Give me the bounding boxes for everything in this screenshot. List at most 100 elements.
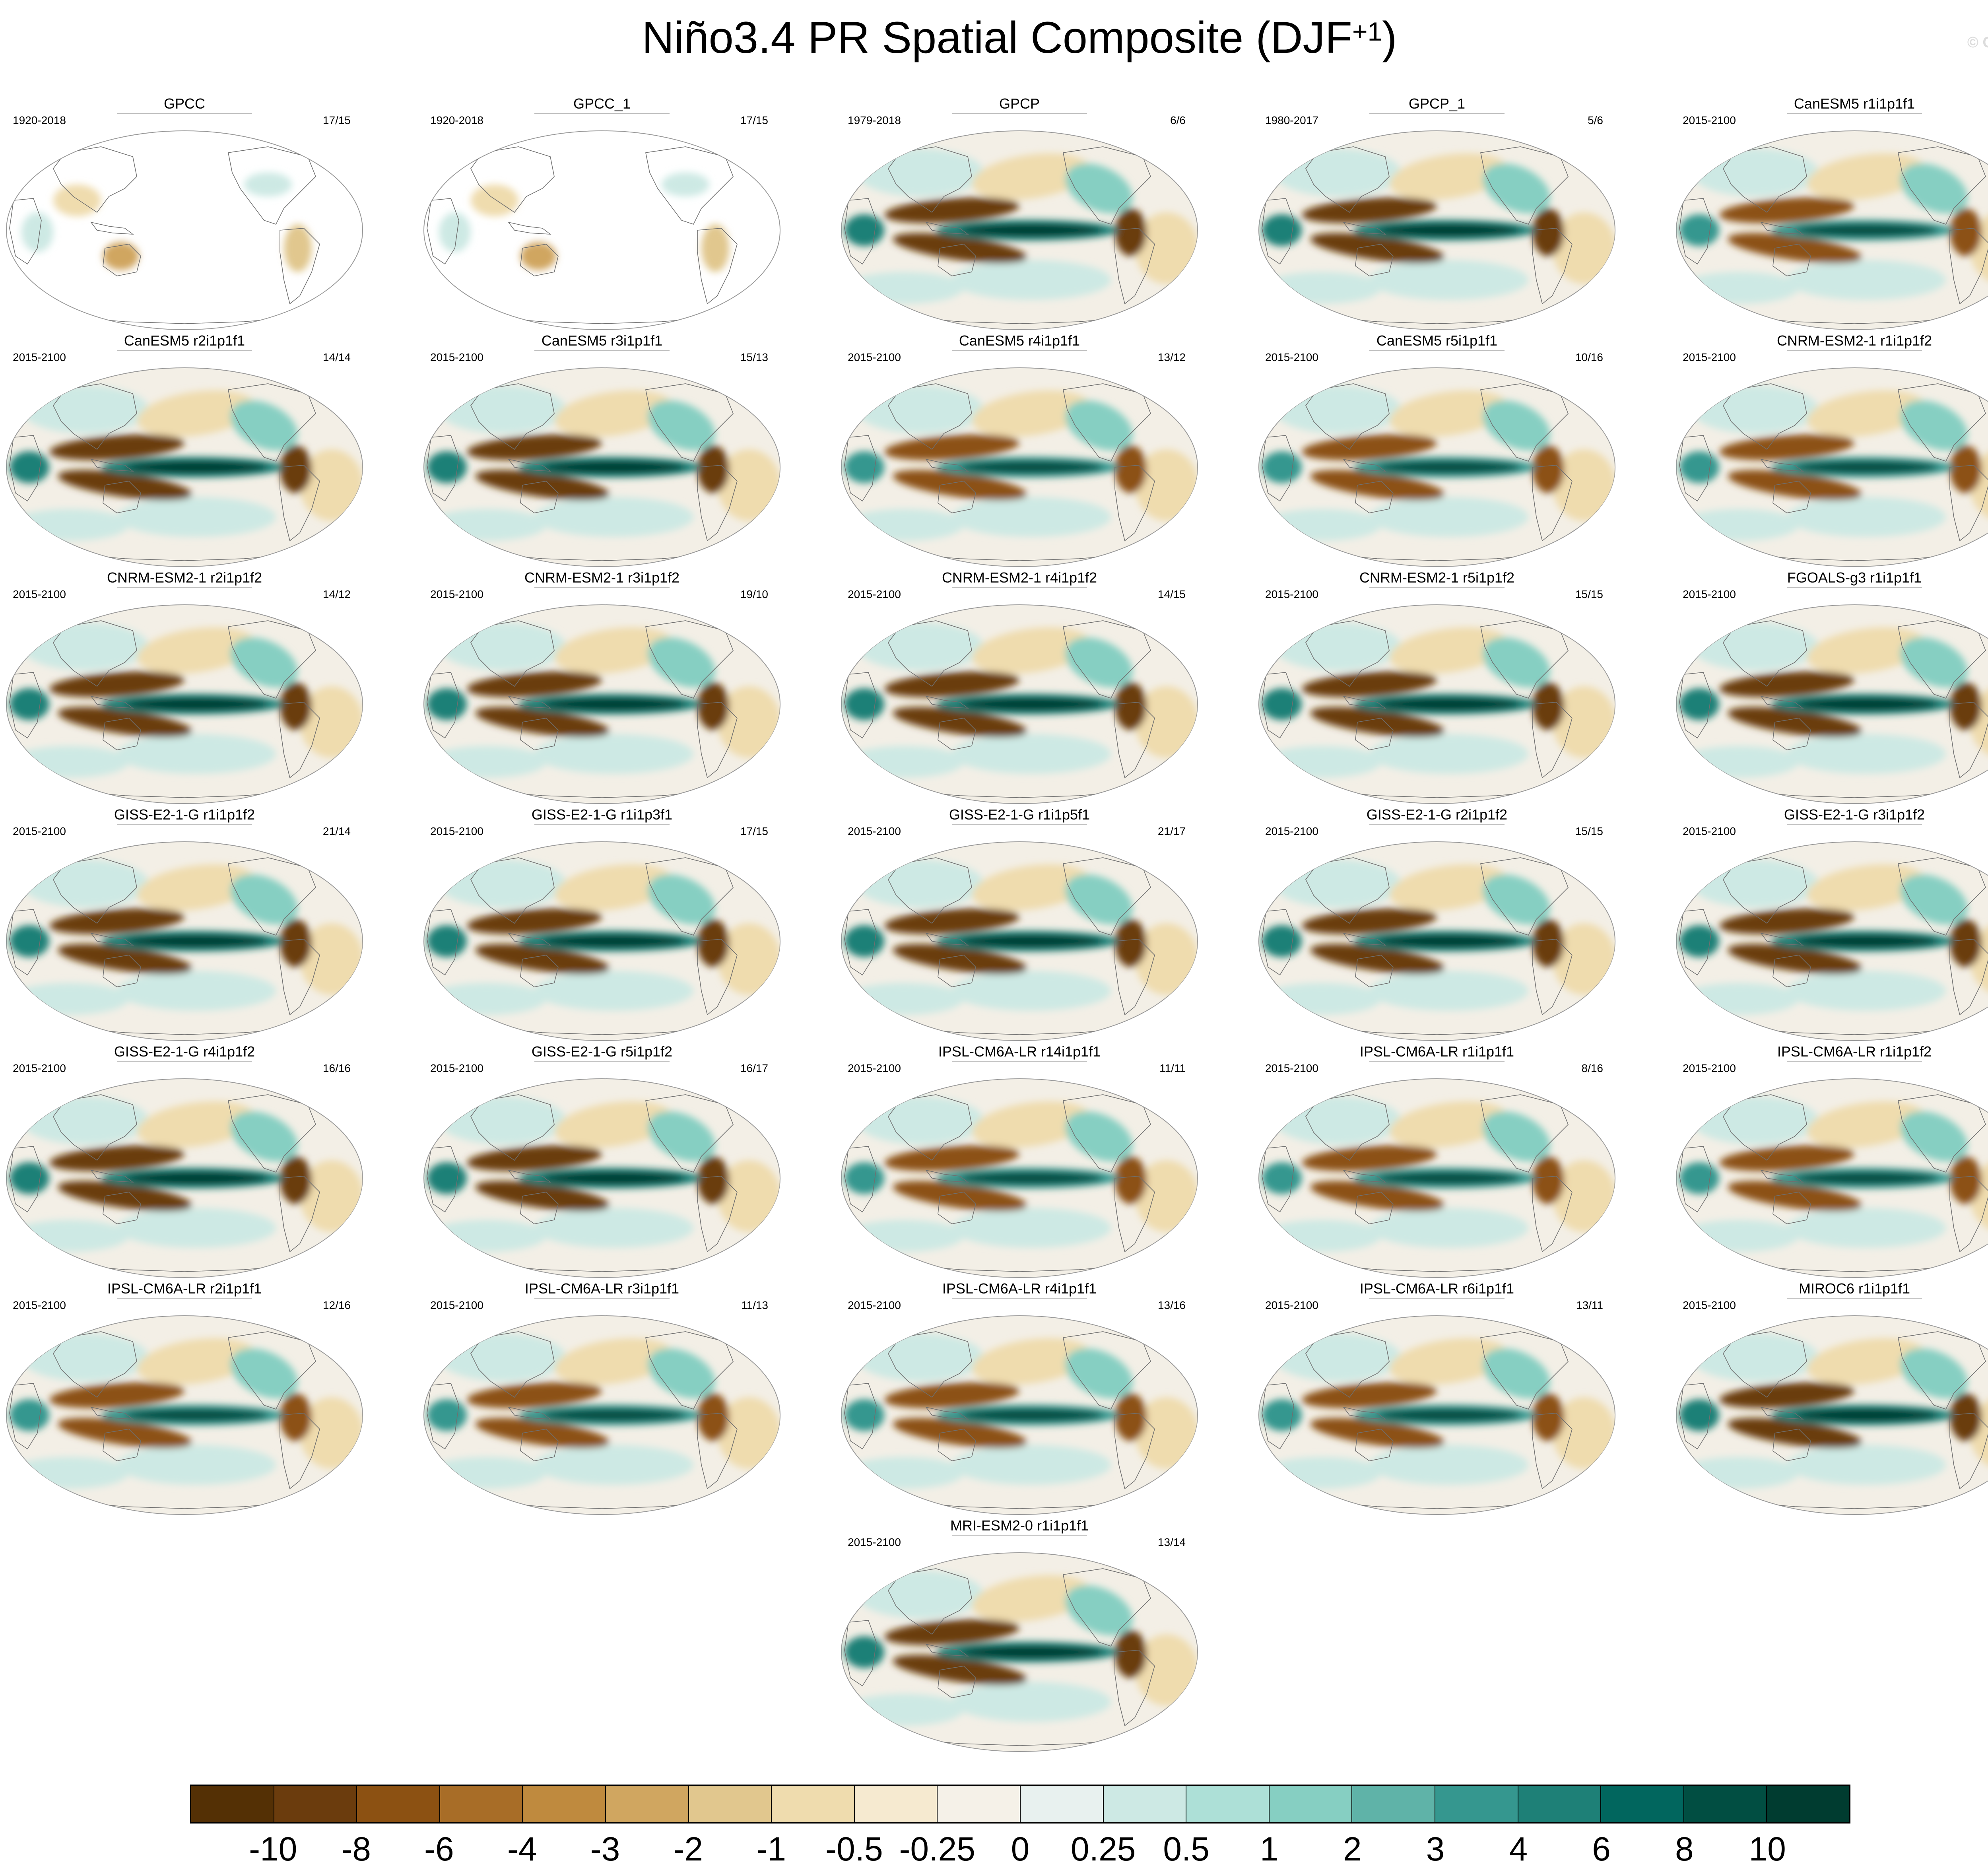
wet-tongue-core-anomaly	[960, 1409, 1103, 1422]
wet-indian-ocean-anomaly	[845, 1399, 884, 1431]
europe-coastline	[753, 157, 779, 184]
wet-tongue-core-anomaly	[1377, 1172, 1520, 1185]
colorbar-swatch	[1352, 1786, 1435, 1822]
precip-anomaly-map	[1258, 1314, 1616, 1517]
panel-title: CanESM5 r4i1p1f1	[841, 332, 1198, 349]
wet-southern-ocean-anomaly	[1679, 509, 1799, 541]
europe-coastline	[1171, 868, 1196, 895]
wet-indian-ocean-anomaly	[10, 1162, 49, 1194]
europe-coastline	[1171, 631, 1196, 658]
map-panel: GISS-E2-1-G r1i1p1f2 2015-2100 21/14	[6, 806, 363, 1045]
colorbar-tick-label: 6	[1592, 1829, 1611, 1869]
panel-title: GISS-E2-1-G r2i1p1f2	[1258, 806, 1616, 823]
dry-amazon-anomaly	[697, 1156, 729, 1204]
panel-years: 2015-2100	[848, 351, 901, 364]
drying-south-america-anomaly	[284, 224, 312, 272]
europe-coastline	[753, 394, 779, 421]
panel-title-underline	[952, 1061, 1087, 1062]
precip-anomaly-map	[1258, 840, 1616, 1043]
wet-indian-ocean-anomaly	[845, 1636, 884, 1668]
colorbar-swatch	[1186, 1786, 1270, 1822]
panel-title: GPCP	[841, 95, 1198, 112]
precip-anomaly-map	[841, 840, 1198, 1043]
wet-southern-ocean-anomaly	[845, 1694, 964, 1726]
panel-title-underline	[1369, 350, 1505, 351]
panel-title: GPCC	[6, 95, 363, 112]
panel-event-count: 14/14	[323, 351, 351, 364]
map-panel: FGOALS-g3 r1i1p1f12015-210010/9	[1675, 569, 1988, 808]
panel-title: IPSL-CM6A-LR r6i1p1f1	[1258, 1280, 1616, 1297]
wet-tongue-core-anomaly	[125, 935, 268, 948]
precip-anomaly-map	[6, 129, 363, 332]
wet-south-pacific-anomaly	[952, 1445, 1111, 1485]
wet-south-pacific-anomaly	[1787, 260, 1946, 300]
wet-tongue-core-anomaly	[1795, 698, 1938, 711]
precip-anomaly-map	[1675, 129, 1988, 332]
panel-title: GISS-E2-1-G r1i1p1f2	[6, 806, 363, 823]
wet-tongue-core-anomaly	[960, 1172, 1103, 1185]
panel-title-underline	[1787, 350, 1922, 351]
panel-years: 2015-2100	[1265, 1062, 1318, 1075]
dry-amazon-anomaly	[1532, 1156, 1564, 1204]
wet-southern-ocean-anomaly	[1262, 746, 1381, 778]
dry-amazon-anomaly	[280, 1393, 312, 1441]
wet-indian-ocean-anomaly	[1679, 451, 1719, 483]
wet-southern-ocean-anomaly	[845, 1220, 964, 1252]
colorbar-swatches	[190, 1785, 1850, 1824]
wet-south-pacific-anomaly	[534, 734, 693, 774]
panel-years: 2015-2100	[1265, 588, 1318, 601]
wet-indian-ocean-anomaly	[845, 688, 884, 720]
map-panel: CanESM5 r2i1p1f1 2015-2100 14/14	[6, 332, 363, 571]
colorbar-tick-label: 0	[1011, 1829, 1030, 1869]
wet-indian-ocean-anomaly	[10, 451, 49, 483]
dry-amazon-anomaly	[1950, 1393, 1982, 1441]
wet-indian-ocean-anomaly	[1262, 1162, 1302, 1194]
map-panel: GISS-E2-1-G r2i1p1f2 2015-2100 15/15	[1258, 806, 1616, 1045]
panel-title-underline	[117, 824, 252, 825]
map-panel: GISS-E2-1-G r1i1p3f1 2015-2100 17/15	[423, 806, 781, 1045]
wet-tongue-core-anomaly	[1377, 698, 1520, 711]
wet-indian-ocean-anomaly	[427, 1162, 467, 1194]
precip-anomaly-map	[1675, 603, 1988, 806]
dry-amazon-anomaly	[697, 682, 729, 730]
panel-event-count: 13/14	[1158, 1536, 1186, 1549]
panel-years: 2015-2100	[430, 1062, 483, 1075]
wet-south-pacific-anomaly	[534, 1445, 693, 1485]
precip-anomaly-map	[1258, 129, 1616, 332]
wet-indian-ocean-anomaly	[845, 214, 884, 246]
panel-years: 2015-2100	[1265, 1299, 1318, 1312]
europe-coastline	[753, 631, 779, 658]
wet-south-pacific-anomaly	[1369, 1208, 1528, 1248]
colorbar-tick-label: -3	[590, 1829, 620, 1869]
wet-south-pacific-anomaly	[117, 971, 276, 1011]
panel-event-count: 19/10	[740, 588, 768, 601]
wet-tongue-core-anomaly	[960, 1646, 1103, 1658]
panel-title-underline	[117, 1298, 252, 1299]
wet-south-pacific-anomaly	[534, 971, 693, 1011]
wet-tongue-core-anomaly	[1377, 461, 1520, 474]
panel-event-count: 14/12	[323, 588, 351, 601]
colorbar-tick-label: 0.5	[1163, 1829, 1209, 1869]
wet-tongue-core-anomaly	[1377, 1409, 1520, 1422]
wet-indian-ocean-anomaly	[427, 1399, 467, 1431]
panel-event-count: 13/16	[1158, 1299, 1186, 1312]
wet-tongue-core-anomaly	[542, 1172, 685, 1185]
precip-anomaly-map	[1675, 1314, 1988, 1517]
panel-event-count: 15/13	[740, 351, 768, 364]
map-panel: GISS-E2-1-G r4i1p1f2 2015-2100 16/16	[6, 1043, 363, 1282]
wet-indian-ocean-anomaly	[1262, 451, 1302, 483]
wet-southern-ocean-anomaly	[1262, 1220, 1381, 1252]
panel-years: 1980-2017	[1265, 114, 1318, 127]
wet-south-pacific-anomaly	[1369, 260, 1528, 300]
panel-title: IPSL-CM6A-LR r4i1p1f1	[841, 1280, 1198, 1297]
panel-title-underline	[1787, 1298, 1922, 1299]
europe-coastline	[1588, 1342, 1614, 1369]
wet-southern-ocean-anomaly	[845, 509, 964, 541]
map-panel: CanESM5 r4i1p1f1 2015-2100 13/12	[841, 332, 1198, 571]
panel-event-count: 11/13	[741, 1299, 768, 1312]
panel-title: CNRM-ESM2-1 r5i1p1f2	[1258, 569, 1616, 586]
wet-south-pacific-anomaly	[952, 260, 1111, 300]
panel-title-underline	[534, 587, 670, 588]
panel-title: GPCP_1	[1258, 95, 1616, 112]
europe-coastline	[336, 157, 361, 184]
